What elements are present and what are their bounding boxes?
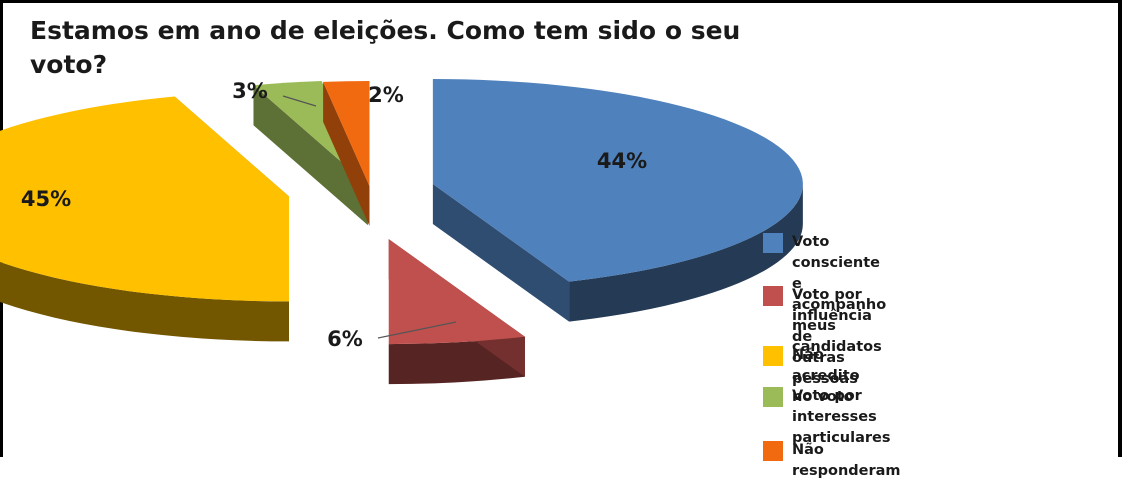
legend-item-3: Não acredito no voto (763, 345, 860, 408)
pie-chart: 44% 6% 45% 3% 2% (0, 79, 803, 385)
pie-slice-1 (432, 79, 803, 322)
legend-swatch (763, 233, 783, 253)
legend-item-1: Voto consciente e acompanho meus candida… (763, 232, 886, 358)
pie-slice-2 (388, 239, 525, 385)
legend-item-5: Não responderam (763, 440, 901, 482)
legend-label: Não acredito no voto (792, 347, 860, 405)
legend-label: Voto consciente e acompanho meus candida… (792, 234, 887, 355)
legend-swatch (763, 387, 783, 407)
data-label-4: 3% (232, 79, 268, 103)
legend-item-2: Voto por influência de outras pessoas (763, 285, 872, 390)
legend-swatch (763, 286, 783, 306)
legend-swatch (763, 346, 783, 366)
legend-label: Voto por interesses particulares (792, 388, 891, 446)
pie-slice-5 (323, 81, 370, 227)
data-label-3: 45% (21, 187, 71, 211)
legend-item-4: Voto por interesses particulares (763, 386, 891, 449)
leader-line-4 (282, 95, 317, 107)
pie-slice-3 (0, 96, 290, 342)
leader-line-2 (377, 321, 457, 339)
data-label-5: 2% (368, 83, 404, 107)
legend-label: Não responderam (792, 442, 901, 479)
data-label-1: 44% (597, 149, 647, 173)
legend-label: Voto por influência de outras pessoas (792, 287, 872, 387)
data-label-2: 6% (327, 327, 363, 351)
chart-title: Estamos em ano de eleições. Como tem sid… (30, 16, 741, 79)
legend-swatch (763, 441, 783, 461)
